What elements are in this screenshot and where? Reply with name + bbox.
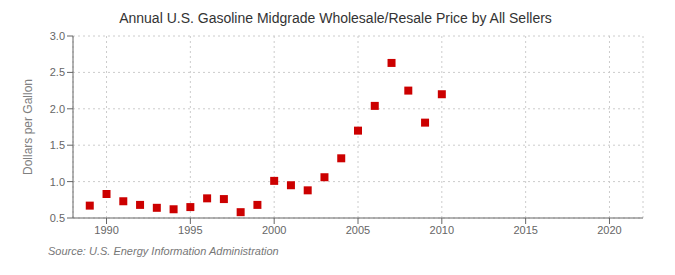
svg-text:1995: 1995 [178, 224, 202, 236]
svg-text:1.0: 1.0 [50, 176, 65, 188]
svg-text:2000: 2000 [262, 224, 286, 236]
svg-text:2.0: 2.0 [50, 103, 65, 115]
svg-text:2015: 2015 [513, 224, 537, 236]
html-text:Source: U.S. Energy Informatio: Source: U.S. Energy Information Administ… [48, 245, 279, 257]
svg-text:2.5: 2.5 [50, 66, 65, 78]
svg-text:1990: 1990 [94, 224, 118, 236]
html-text:Annual U.S. Gasoline Midgrade: Annual U.S. Gasoline Midgrade Wholesale/… [119, 10, 552, 26]
svg-text:2020: 2020 [597, 224, 621, 236]
svg-text:Dollars per Gallon: Dollars per Gallon [21, 79, 35, 175]
svg-text:1.5: 1.5 [50, 139, 65, 151]
svg-text:0.5: 0.5 [50, 212, 65, 224]
svg-text:2005: 2005 [346, 224, 370, 236]
svg-text:2010: 2010 [430, 224, 454, 236]
svg-text:3.0: 3.0 [50, 30, 65, 42]
